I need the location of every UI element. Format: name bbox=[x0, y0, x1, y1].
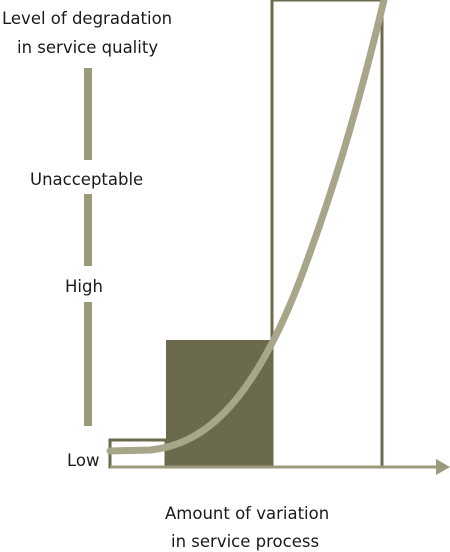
degradation-curve bbox=[106, 0, 388, 455]
x-axis-arrowhead bbox=[436, 459, 450, 475]
x-axis-title-line-2: in service process bbox=[171, 532, 319, 551]
level-bar-segment-top bbox=[84, 68, 92, 160]
level-label-unacceptable: Unacceptable bbox=[30, 170, 143, 189]
level-scale-bar bbox=[84, 68, 92, 426]
x-axis-title-line-1: Amount of variation bbox=[165, 504, 329, 523]
level-bar-segment-bottom bbox=[84, 302, 92, 426]
level-label-high: High bbox=[65, 277, 103, 296]
level-bar-segment-middle bbox=[84, 194, 92, 266]
level-label-low: Low bbox=[67, 451, 100, 470]
y-axis-title-line-2: in service quality bbox=[17, 38, 158, 57]
filled-variation-box bbox=[166, 340, 272, 467]
y-axis-title-line-1: Level of degradation bbox=[2, 9, 172, 28]
